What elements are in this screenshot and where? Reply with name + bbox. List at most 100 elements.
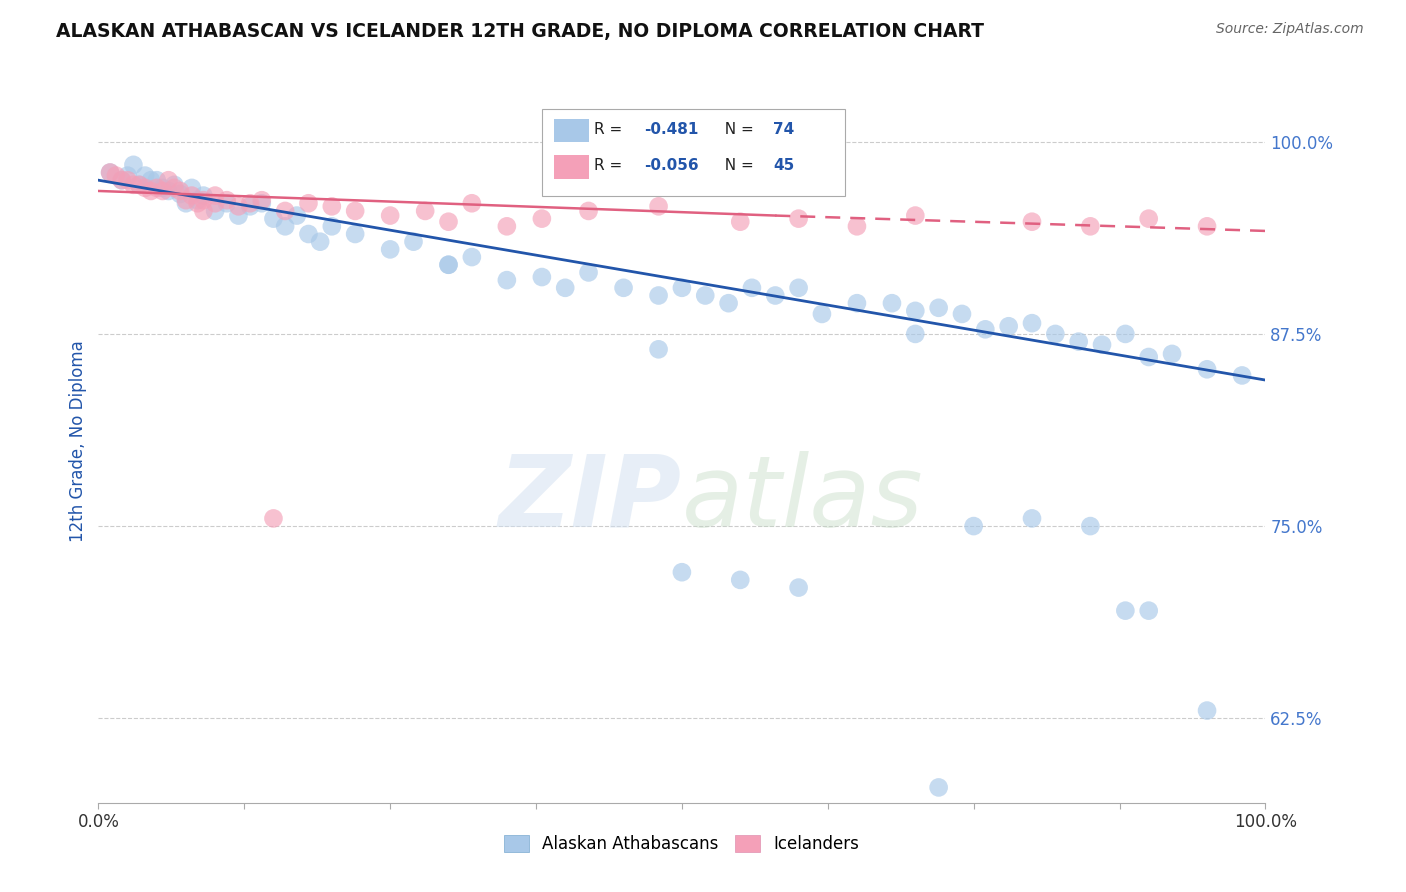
Point	[193, 193, 215, 207]
Point	[1161, 347, 1184, 361]
Point	[262, 211, 284, 226]
Point	[134, 181, 156, 195]
Point	[228, 199, 250, 213]
Point	[1091, 337, 1114, 351]
Point	[962, 519, 984, 533]
Point	[128, 178, 150, 192]
Text: R =: R =	[595, 122, 627, 136]
Point	[578, 265, 600, 279]
Point	[297, 227, 319, 241]
Point	[157, 173, 180, 187]
Point	[1137, 211, 1160, 226]
Point	[122, 178, 145, 192]
Point	[193, 203, 215, 218]
Point	[228, 209, 250, 223]
Text: Source: ZipAtlas.com: Source: ZipAtlas.com	[1216, 22, 1364, 37]
Point	[904, 326, 927, 341]
Point	[111, 173, 134, 187]
Point	[928, 780, 950, 795]
Point	[139, 184, 162, 198]
Point	[437, 215, 460, 229]
Point	[496, 273, 519, 287]
Point	[880, 296, 903, 310]
Point	[530, 211, 553, 226]
Point	[1230, 368, 1253, 383]
Point	[1045, 326, 1067, 341]
Text: 45: 45	[773, 158, 794, 173]
Point	[578, 203, 600, 218]
Point	[554, 281, 576, 295]
FancyBboxPatch shape	[541, 109, 845, 196]
Point	[763, 288, 786, 302]
Text: ALASKAN ATHABASCAN VS ICELANDER 12TH GRADE, NO DIPLOMA CORRELATION CHART: ALASKAN ATHABASCAN VS ICELANDER 12TH GRA…	[56, 22, 984, 41]
Point	[974, 322, 997, 336]
Point	[274, 219, 297, 234]
Point	[647, 288, 669, 302]
Point	[730, 215, 752, 229]
Point	[146, 181, 169, 195]
Point	[1114, 326, 1136, 341]
Point	[169, 184, 191, 198]
Point	[461, 250, 484, 264]
Point	[904, 209, 927, 223]
Point	[163, 181, 186, 195]
Point	[741, 281, 763, 295]
Text: N =: N =	[714, 122, 758, 136]
Point	[134, 169, 156, 183]
Point	[437, 258, 460, 272]
Point	[174, 196, 197, 211]
Point	[811, 307, 834, 321]
Point	[787, 281, 810, 295]
Point	[321, 219, 343, 234]
Text: R =: R =	[595, 158, 627, 173]
Point	[950, 307, 973, 321]
Point	[1195, 219, 1218, 234]
Point	[122, 158, 145, 172]
Point	[174, 193, 197, 207]
Point	[215, 196, 238, 211]
Point	[1137, 350, 1160, 364]
Point	[104, 169, 127, 183]
Text: ZIP: ZIP	[499, 450, 682, 548]
Point	[309, 235, 332, 249]
Point	[193, 188, 215, 202]
Point	[180, 181, 202, 195]
Point	[180, 188, 202, 202]
Point	[846, 296, 869, 310]
Point	[1067, 334, 1090, 349]
Point	[496, 219, 519, 234]
Point	[187, 193, 209, 207]
Point	[111, 173, 134, 187]
Point	[997, 319, 1019, 334]
Point	[787, 211, 810, 226]
Point	[239, 199, 262, 213]
Point	[250, 196, 273, 211]
Point	[285, 209, 308, 223]
Text: -0.056: -0.056	[644, 158, 699, 173]
Point	[671, 565, 693, 579]
Point	[98, 165, 121, 179]
Point	[647, 199, 669, 213]
Point	[152, 181, 174, 195]
Point	[437, 258, 460, 272]
Point	[128, 178, 150, 192]
Point	[530, 270, 553, 285]
Point	[146, 173, 169, 187]
Text: N =: N =	[714, 158, 758, 173]
Point	[139, 173, 162, 187]
Point	[380, 243, 402, 257]
Point	[1021, 215, 1043, 229]
Point	[152, 184, 174, 198]
Point	[1021, 511, 1043, 525]
Point	[1080, 219, 1102, 234]
Point	[344, 203, 367, 218]
Point	[239, 196, 262, 211]
Point	[787, 581, 810, 595]
Point	[344, 227, 367, 241]
Point	[380, 209, 402, 223]
Text: -0.481: -0.481	[644, 122, 699, 136]
Point	[647, 343, 669, 357]
Point	[402, 235, 425, 249]
Point	[613, 281, 636, 295]
Point	[204, 196, 226, 211]
